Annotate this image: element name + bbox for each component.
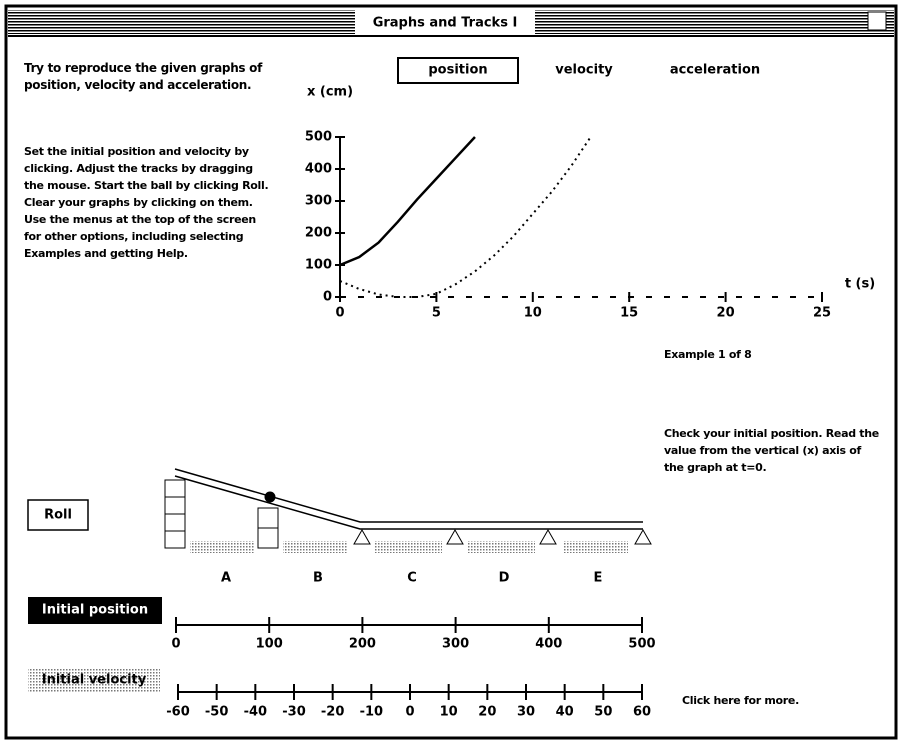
- slider-tick-label: 0: [171, 637, 180, 652]
- x-tick-label: 20: [717, 306, 735, 321]
- slider-tick-label: 0: [405, 705, 414, 720]
- hint: Check your initial position. Read the va…: [664, 427, 879, 474]
- x-tick-label: 15: [620, 306, 638, 321]
- initial-velocity-label[interactable]: Initial velocity: [42, 673, 147, 688]
- title-bg: [355, 10, 535, 34]
- roll-button[interactable]: Roll: [44, 508, 72, 523]
- slider-tick-label: -60: [166, 705, 190, 720]
- slider-tick-label: 10: [440, 705, 458, 720]
- tab[interactable]: velocity: [555, 63, 613, 78]
- more-link[interactable]: Click here for more.: [682, 694, 799, 707]
- slider-tick-label: -40: [244, 705, 268, 720]
- slider-tick-label: 100: [256, 637, 283, 652]
- track-label: C: [407, 571, 417, 586]
- roll-button-box[interactable]: [27, 499, 89, 531]
- initial-velocity-box[interactable]: [28, 668, 160, 693]
- slider-tick-label: 30: [517, 705, 535, 720]
- window-frame: [4, 4, 898, 740]
- slider-tick-label: -10: [360, 705, 384, 720]
- y-tick-label: 500: [305, 130, 332, 145]
- y-tick-label: 400: [305, 162, 332, 177]
- series-line: [339, 136, 592, 298]
- y-axis-label: x (cm): [307, 85, 353, 100]
- x-axis-label: t (s): [845, 277, 875, 292]
- tab[interactable]: position: [428, 63, 487, 78]
- x-tick-label: 25: [813, 306, 831, 321]
- slider-tick-label: 300: [442, 637, 469, 652]
- initial-position-box[interactable]: [28, 597, 162, 624]
- example-label: Example 1 of 8: [664, 348, 752, 361]
- slider-tick-label: -30: [282, 705, 306, 720]
- slider-tick-label: 400: [535, 637, 562, 652]
- track-label: B: [313, 571, 323, 586]
- slider-tick-label: 500: [628, 637, 655, 652]
- track-label: D: [499, 571, 510, 586]
- instructions: Set the initial position and velocity by…: [24, 145, 269, 260]
- track: [164, 468, 652, 553]
- slider-tick-label: 60: [633, 705, 651, 720]
- y-tick-label: 200: [305, 226, 332, 241]
- y-tick-label: 100: [305, 258, 332, 273]
- y-tick-label: 0: [323, 290, 332, 305]
- slider-tick-label: 50: [594, 705, 612, 720]
- x-tick-label: 0: [335, 306, 344, 321]
- slider-tick-label: 200: [349, 637, 376, 652]
- tab-selected: [397, 57, 519, 84]
- slider-tick-label: 20: [478, 705, 496, 720]
- track-label: A: [221, 571, 231, 586]
- initial-position-label[interactable]: Initial position: [42, 603, 148, 618]
- instructions: Try to reproduce the given graphs of pos…: [24, 61, 263, 92]
- x-tick-label: 10: [524, 306, 542, 321]
- slider-tick-label: -20: [321, 705, 345, 720]
- slider-tick-label: -50: [205, 705, 229, 720]
- x-tick-label: 5: [432, 306, 441, 321]
- window-title: Graphs and Tracks I: [373, 16, 518, 31]
- slider-tick-label: 40: [556, 705, 574, 720]
- track-label: E: [594, 571, 603, 586]
- tab[interactable]: acceleration: [670, 63, 760, 78]
- y-tick-label: 300: [305, 194, 332, 209]
- zoom-box[interactable]: [867, 11, 887, 31]
- series-line: [339, 136, 476, 267]
